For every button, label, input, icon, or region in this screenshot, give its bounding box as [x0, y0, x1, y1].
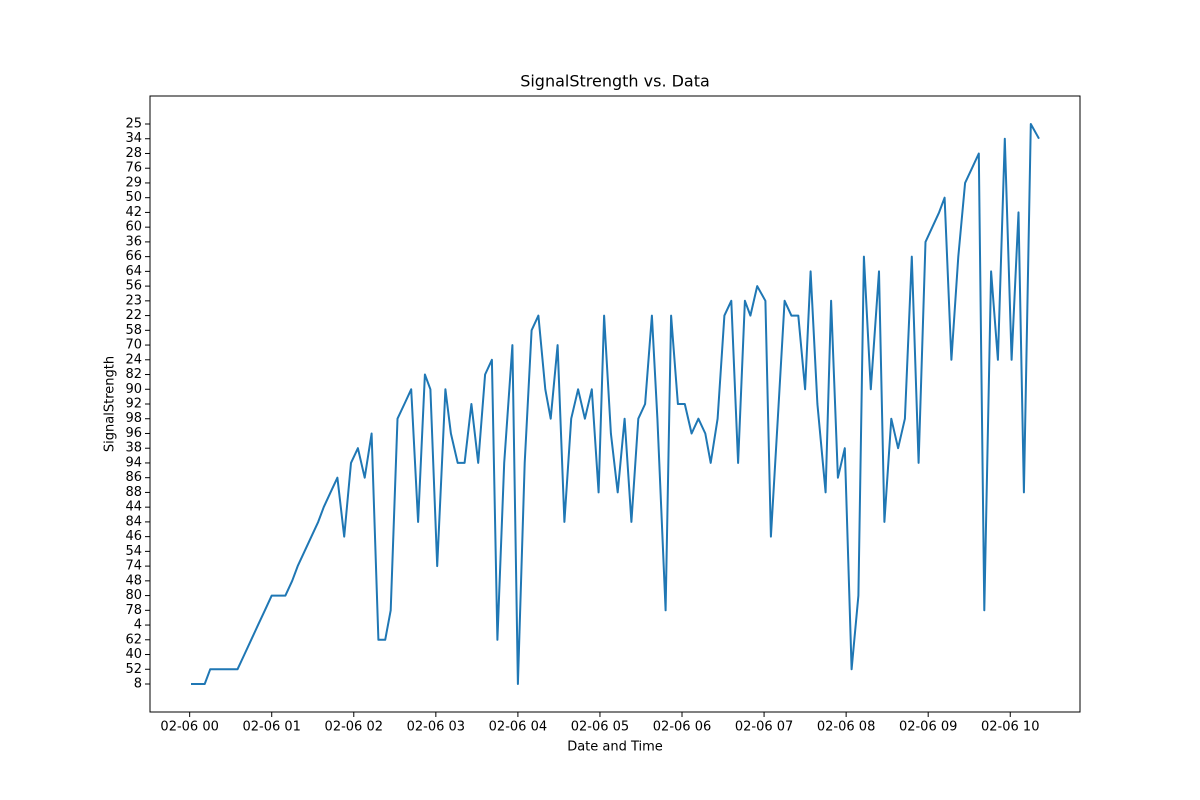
y-tick-label: 80 — [125, 588, 142, 603]
y-tick-label: 29 — [125, 175, 142, 190]
y-tick-label: 88 — [125, 485, 142, 500]
y-tick-label: 50 — [125, 190, 142, 205]
y-tick-label: 74 — [125, 559, 142, 574]
y-tick-label: 34 — [125, 131, 142, 146]
y-tick-label: 8 — [134, 677, 142, 692]
y-tick-label: 84 — [125, 514, 142, 529]
y-tick-label: 42 — [125, 205, 142, 220]
y-tick-label: 96 — [125, 426, 142, 441]
y-tick-label: 86 — [125, 470, 142, 485]
y-tick-label: 36 — [125, 234, 142, 249]
x-tick-label: 02-06 04 — [489, 720, 547, 735]
y-tick-label: 25 — [125, 117, 142, 132]
x-tick-label: 02-06 07 — [735, 720, 793, 735]
y-tick-label: 66 — [125, 249, 142, 264]
y-tick-label: 64 — [125, 264, 142, 279]
y-tick-label: 60 — [125, 220, 142, 235]
y-tick-label: 92 — [125, 397, 142, 412]
y-tick-label: 52 — [125, 662, 142, 677]
y-tick-label: 58 — [125, 323, 142, 338]
x-tick-label: 02-06 08 — [817, 720, 875, 735]
x-tick-label: 02-06 03 — [407, 720, 465, 735]
y-tick-label: 70 — [125, 338, 142, 353]
x-tick-label: 02-06 10 — [981, 720, 1039, 735]
y-tick-label: 44 — [125, 500, 142, 515]
plot-frame — [149, 95, 1081, 713]
y-tick-label: 40 — [125, 647, 142, 662]
y-tick-label: 94 — [125, 455, 142, 470]
y-tick-label: 54 — [125, 544, 142, 559]
y-tick-label: 48 — [125, 573, 142, 588]
y-tick-label: 23 — [125, 293, 142, 308]
chart-title: SignalStrength vs. Data — [520, 72, 710, 91]
y-tick-label: 90 — [125, 382, 142, 397]
y-tick-label: 62 — [125, 632, 142, 647]
y-tick-label: 28 — [125, 146, 142, 161]
y-tick-label: 76 — [125, 161, 142, 176]
x-tick-label: 02-06 01 — [242, 720, 300, 735]
x-axis-label: Date and Time — [567, 740, 663, 755]
x-tick-label: 02-06 00 — [160, 720, 218, 735]
x-tick-label: 02-06 06 — [653, 720, 711, 735]
y-tick-label: 98 — [125, 411, 142, 426]
data-line — [191, 123, 1040, 685]
y-tick-label: 38 — [125, 441, 142, 456]
y-tick-label: 78 — [125, 603, 142, 618]
y-tick-label: 4 — [134, 618, 142, 633]
y-axis-label: SignalStrength — [103, 356, 118, 452]
y-tick-label: 56 — [125, 279, 142, 294]
y-tick-label: 24 — [125, 352, 142, 367]
x-tick-label: 02-06 05 — [571, 720, 629, 735]
y-tick-label: 82 — [125, 367, 142, 382]
x-tick-label: 02-06 09 — [899, 720, 957, 735]
y-tick-label: 46 — [125, 529, 142, 544]
y-tick-label: 22 — [125, 308, 142, 323]
x-tick-label: 02-06 02 — [325, 720, 383, 735]
